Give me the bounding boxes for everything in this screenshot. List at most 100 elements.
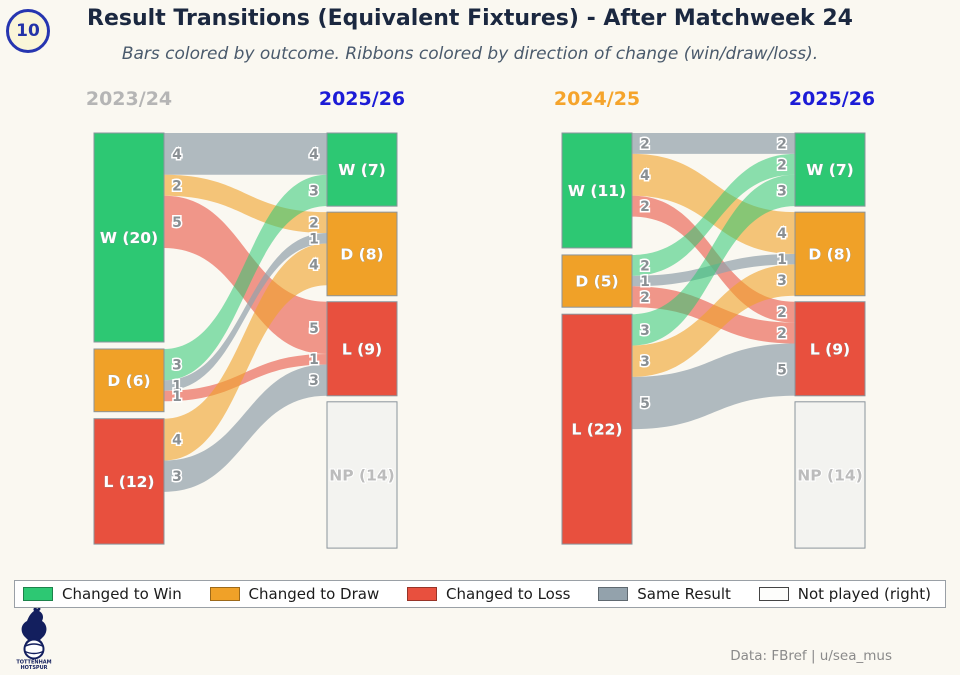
flow-value-label-source: 4 [172, 433, 182, 449]
flow-value-label-target: 4 [309, 257, 319, 273]
result-node-label: D (5) [575, 273, 618, 291]
legend-label: Changed to Win [62, 585, 182, 603]
flow-value-label-source: 2 [640, 258, 650, 274]
flow-value-label-source: 3 [172, 469, 182, 485]
result-node-win [561, 132, 633, 249]
flow-ribbon-draw [632, 264, 795, 377]
result-node-label: L (22) [571, 421, 622, 439]
flow-value-label-source: 3 [640, 354, 650, 370]
flow-value-label-target: 1 [309, 352, 319, 368]
flow-value-label-target: 1 [309, 231, 319, 247]
flow-value-label-source: 4 [640, 168, 650, 184]
flow-value-label-source: 5 [172, 215, 182, 231]
column-header-2025-26-right: 2025/26 [788, 88, 876, 110]
flow-value-label-target: 5 [309, 321, 319, 337]
flow-value-label-source: 1 [172, 379, 182, 395]
flow-ribbon-same [164, 364, 327, 492]
result-node-loss [326, 301, 398, 397]
result-node-win [794, 132, 866, 207]
page-subtitle: Bars colored by outcome. Ribbons colored… [121, 44, 819, 64]
result-node-draw [794, 211, 866, 297]
logo-text-line1: TOTTENHAM [16, 660, 51, 666]
flow-value-label-source: 1 [172, 389, 182, 405]
result-node-win [326, 132, 398, 207]
result-node-np [794, 401, 866, 549]
flow-value-label-source: 2 [640, 199, 650, 215]
flow-value-label-target: 3 [777, 183, 787, 199]
flow-ribbon-loss [164, 354, 327, 402]
flow-value-label-target: 3 [309, 183, 319, 199]
flow-value-label-target: 4 [777, 226, 787, 242]
result-node-np [326, 401, 398, 549]
flow-ribbon-draw [164, 243, 327, 461]
flow-value-label-target: 2 [777, 326, 787, 342]
tottenham-hotspur-logo: TOTTENHAM HOTSPUR [16, 608, 52, 670]
result-node-win [93, 132, 165, 343]
result-node-draw [93, 348, 165, 413]
legend-item-loss: Changed to Loss [407, 585, 570, 603]
flow-value-label-source: 3 [172, 358, 182, 374]
cockerel-icon [21, 608, 47, 647]
page-title: Result Transitions (Equivalent Fixtures)… [87, 6, 853, 31]
legend-swatch-same [598, 587, 629, 601]
sankey-diagram-2023-24-to-2025-26: W (20) D (6) L (12) W (7) D (8) L (9) NP (14) 4… [93, 132, 398, 549]
result-node-label: W (20) [100, 229, 158, 247]
result-node-loss [794, 301, 866, 397]
flow-value-label-source: 2 [640, 290, 650, 306]
logo-text-line2: HOTSPUR [20, 665, 47, 670]
flow-value-label-source: 2 [640, 136, 650, 152]
flow-ribbon-same [164, 233, 327, 391]
flow-value-label-target: 3 [309, 373, 319, 389]
legend-swatch-np [758, 587, 789, 601]
legend-label: Changed to Loss [446, 585, 571, 603]
legend-swatch-draw [209, 587, 240, 601]
flow-value-label-target: 4 [309, 147, 319, 163]
flow-ribbon-win [632, 153, 795, 276]
flow-ribbon-same [164, 133, 327, 175]
result-node-label: NP (14) [797, 466, 862, 484]
result-node-label: W (7) [806, 161, 853, 179]
result-node-label: D (8) [340, 245, 383, 263]
badge-number: 10 [16, 21, 40, 41]
flow-value-label-source: 1 [640, 274, 650, 290]
flow-value-label-target: 5 [777, 363, 787, 379]
result-node-loss [93, 418, 165, 545]
result-node-label: L (9) [810, 340, 850, 358]
flow-ribbon-same [632, 343, 795, 430]
legend-label: Not played (right) [797, 585, 931, 603]
column-header-2024-25: 2024/25 [553, 88, 641, 110]
legend-item-win: Changed to Win [23, 585, 182, 603]
result-node-draw [561, 254, 633, 308]
result-node-label: D (8) [808, 245, 851, 263]
flow-value-label-source: 3 [640, 323, 650, 339]
flow-value-label-target: 2 [777, 305, 787, 321]
sankey-diagram-2024-25-to-2025-26: W (11) D (5) L (22) W (7) D (8) L (9) NP (14) 2… [561, 132, 866, 549]
result-node-label: W (7) [338, 161, 385, 179]
flow-value-label-source: 4 [172, 147, 182, 163]
legend-item-draw: Changed to Draw [209, 585, 380, 603]
result-node-draw [326, 211, 398, 297]
result-node-label: D (6) [107, 372, 150, 390]
flow-ribbon-same [632, 133, 795, 154]
legend: Changed to Win Changed to Draw Changed to … [14, 580, 946, 608]
legend-item-np: Not played (right) [758, 585, 931, 603]
column-header-2023-24: 2023/24 [85, 88, 173, 110]
flow-value-label-source: 2 [172, 178, 182, 194]
flow-ribbon-draw [632, 153, 795, 254]
matchweek-badge: 10 [6, 9, 50, 53]
result-node-label: L (12) [103, 473, 154, 491]
result-node-loss [561, 313, 633, 545]
flow-ribbon-win [632, 174, 795, 346]
result-node-label: L (9) [342, 340, 382, 358]
result-node-label: W (11) [568, 182, 626, 200]
column-header-2025-26-left: 2025/26 [318, 88, 406, 110]
legend-label: Changed to Draw [248, 585, 380, 603]
flow-value-label-source: 5 [640, 396, 650, 412]
legend-swatch-loss [407, 587, 438, 601]
legend-swatch-win [23, 587, 53, 601]
legend-label: Same Result [637, 585, 731, 603]
flow-value-label-target: 2 [309, 216, 319, 232]
flow-value-label-target: 1 [777, 252, 787, 268]
flow-ribbon-win [164, 174, 327, 381]
